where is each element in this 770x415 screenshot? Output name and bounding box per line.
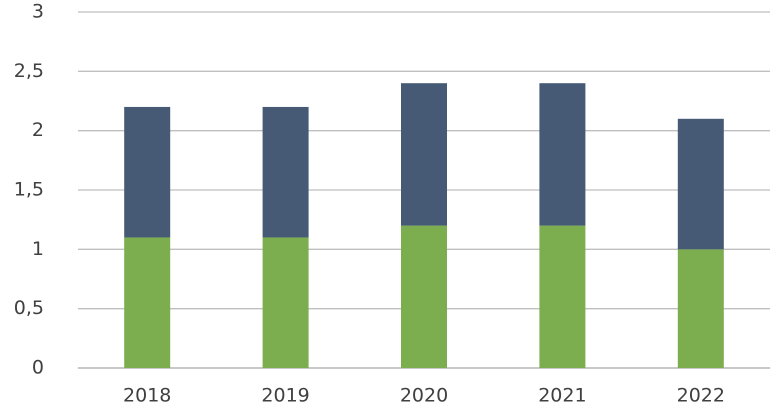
y-tick-label: 3 bbox=[32, 1, 44, 23]
bar-segment bbox=[677, 118, 724, 250]
y-tick-label: 1,5 bbox=[14, 179, 44, 201]
bar-segment bbox=[262, 237, 309, 368]
bar-segment bbox=[124, 237, 171, 368]
y-tick-label: 0,5 bbox=[14, 297, 44, 319]
x-tick-label: 2018 bbox=[123, 385, 171, 407]
y-tick-label: 1 bbox=[32, 238, 44, 260]
bar-segment bbox=[539, 225, 586, 368]
bar-segment bbox=[401, 83, 447, 226]
x-tick-label: 2019 bbox=[261, 385, 309, 407]
bar-segment bbox=[124, 106, 171, 238]
x-tick-label: 2020 bbox=[400, 385, 448, 407]
bar-segment bbox=[677, 249, 724, 368]
x-tick-label: 2022 bbox=[677, 385, 725, 407]
y-tick-label: 0 bbox=[32, 357, 44, 379]
bar-segment bbox=[262, 106, 309, 238]
bar-segment bbox=[539, 83, 586, 226]
y-tick-label: 2 bbox=[32, 119, 44, 141]
x-tick-label: 2021 bbox=[538, 385, 586, 407]
y-tick-label: 2,5 bbox=[14, 60, 44, 82]
bar-segment bbox=[401, 225, 447, 368]
